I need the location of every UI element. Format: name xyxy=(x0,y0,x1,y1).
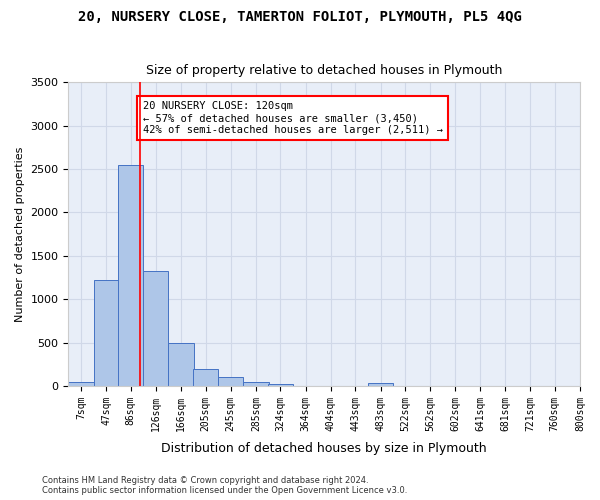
Bar xyxy=(193,369,218,386)
Bar xyxy=(368,384,393,386)
Bar xyxy=(169,342,194,386)
Bar xyxy=(118,164,143,386)
Bar xyxy=(143,270,169,386)
Bar xyxy=(244,382,269,386)
Title: Size of property relative to detached houses in Plymouth: Size of property relative to detached ho… xyxy=(146,64,502,77)
Bar xyxy=(268,384,293,386)
Bar xyxy=(68,382,94,386)
Bar xyxy=(218,377,244,386)
Text: Contains HM Land Registry data © Crown copyright and database right 2024.
Contai: Contains HM Land Registry data © Crown c… xyxy=(42,476,407,495)
Text: 20, NURSERY CLOSE, TAMERTON FOLIOT, PLYMOUTH, PL5 4QG: 20, NURSERY CLOSE, TAMERTON FOLIOT, PLYM… xyxy=(78,10,522,24)
Y-axis label: Number of detached properties: Number of detached properties xyxy=(15,146,25,322)
X-axis label: Distribution of detached houses by size in Plymouth: Distribution of detached houses by size … xyxy=(161,442,487,455)
Text: 20 NURSERY CLOSE: 120sqm
← 57% of detached houses are smaller (3,450)
42% of sem: 20 NURSERY CLOSE: 120sqm ← 57% of detach… xyxy=(143,102,443,134)
Bar xyxy=(94,280,119,386)
